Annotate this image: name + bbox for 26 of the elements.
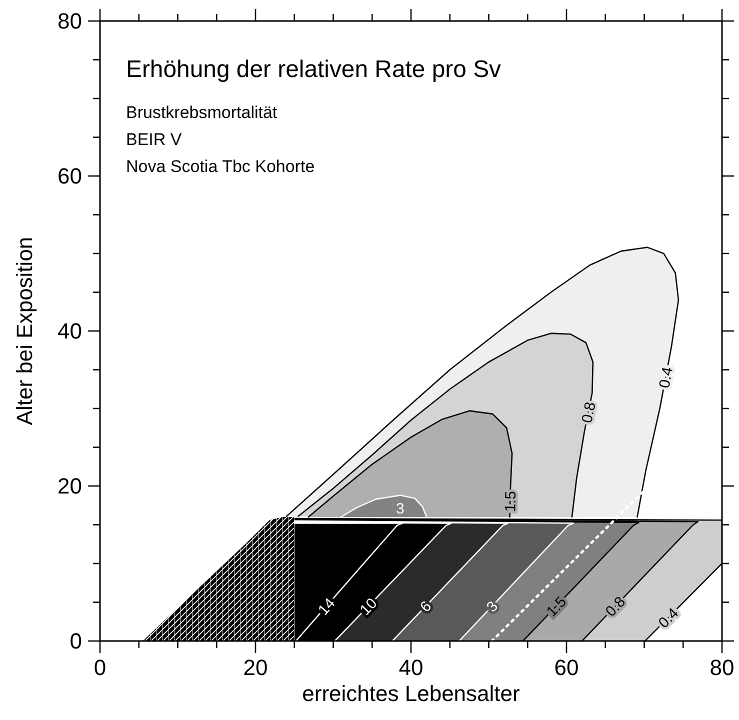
text: 0.4 [656, 366, 677, 390]
annotation: Brustkrebsmortalität [126, 103, 278, 122]
y-axis-title: Alter bei Exposition [12, 236, 37, 426]
annotation: Nova Scotia Tbc Kohorte [126, 157, 315, 176]
x-tick-label: 40 [398, 655, 424, 680]
text: 14 [314, 594, 339, 619]
y-tick-label: 60 [58, 164, 82, 189]
y-tick-label: 0 [70, 628, 82, 654]
text: 6 [416, 598, 436, 616]
y-tick-label: 80 [58, 8, 82, 34]
annotation: BEIR V [126, 130, 182, 149]
text: 0.8 [578, 400, 600, 424]
x-axis-title: erreichtes Lebensalter [302, 681, 520, 706]
y-tick-label: 20 [58, 474, 82, 499]
x-tick-label: 60 [554, 655, 579, 680]
x-tick-label: 80 [710, 655, 734, 680]
text: 0.4 [655, 604, 682, 632]
text: 1.5 [502, 490, 520, 512]
series-label: 3 [396, 500, 404, 518]
x-tick-label: 0 [94, 655, 106, 680]
text: 1.5 [543, 593, 570, 620]
text: Erhöhung der relativen Rate pro Sv [126, 56, 502, 83]
text: 0.8 [602, 593, 630, 620]
x-tick-label: 20 [243, 655, 268, 680]
y-tick-label: 40 [58, 318, 82, 344]
text: 10 [356, 594, 381, 619]
